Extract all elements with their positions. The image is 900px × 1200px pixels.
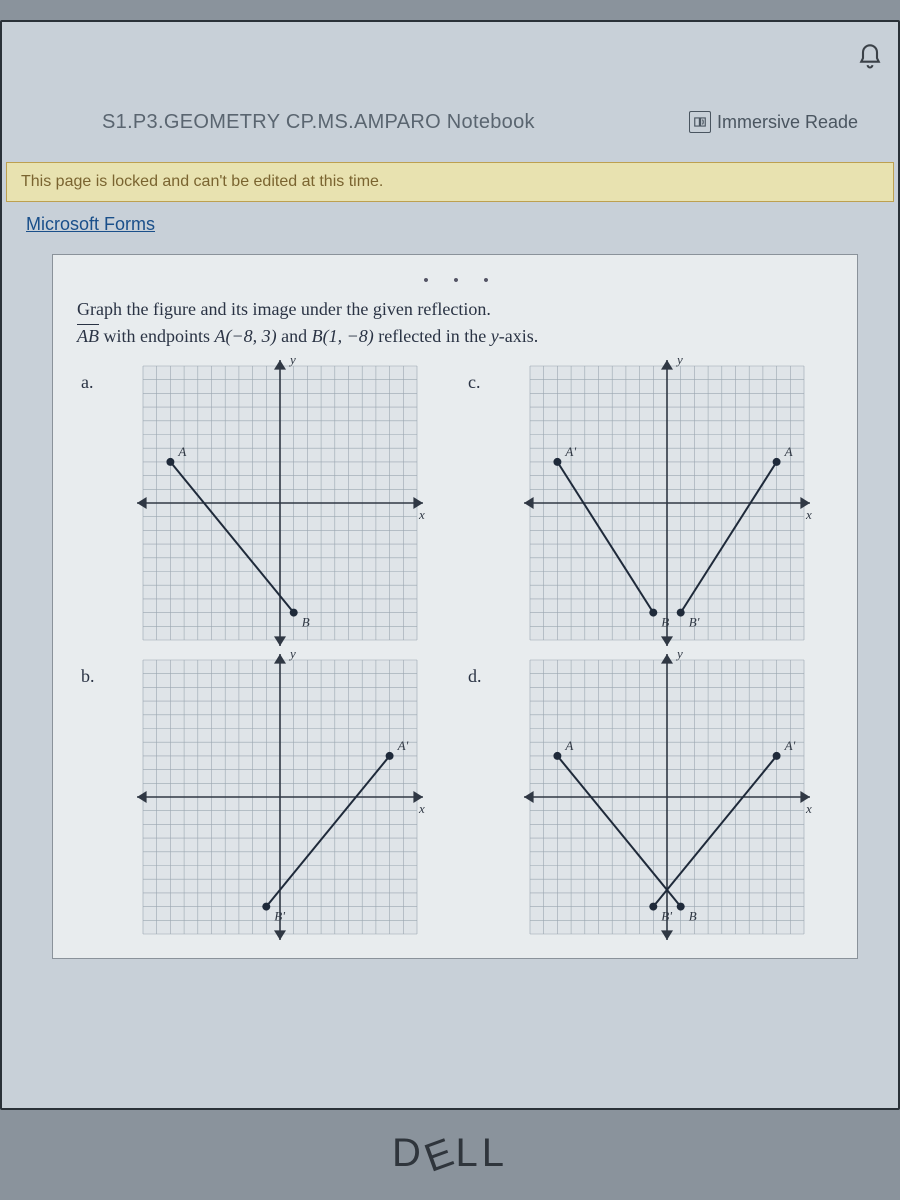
svg-text:B: B: [301, 615, 309, 630]
q-post: reflected in the: [374, 326, 491, 346]
svg-text:y: y: [675, 358, 683, 367]
segment-ab-label: AB: [77, 326, 99, 346]
locked-banner-text: This page is locked and can't be edited …: [21, 173, 383, 191]
graph-a: y x A B: [105, 358, 454, 648]
svg-text:A: A: [564, 738, 573, 753]
screen-viewport: S1.P3.GEOMETRY CP.MS.AMPARO Notebook Imm…: [0, 20, 900, 1110]
q-pre: with endpoints: [99, 326, 215, 346]
choice-b-label: b.: [81, 666, 95, 687]
notifications-icon[interactable]: [856, 43, 884, 71]
svg-text:A': A': [396, 738, 408, 753]
microsoft-forms-link[interactable]: Microsoft Forms: [26, 214, 155, 235]
choice-b[interactable]: b. y x A' B': [77, 652, 454, 942]
svg-text:B: B: [661, 615, 669, 630]
q-end: -axis.: [499, 326, 539, 346]
page-header: S1.P3.GEOMETRY CP.MS.AMPARO Notebook Imm…: [2, 92, 898, 152]
page-title: S1.P3.GEOMETRY CP.MS.AMPARO Notebook: [102, 111, 689, 134]
svg-text:A': A': [564, 444, 576, 459]
svg-text:x: x: [418, 507, 425, 522]
svg-text:B': B': [274, 909, 285, 924]
svg-text:y: y: [288, 652, 296, 661]
question-line1: Graph the figure and its image under the…: [77, 299, 491, 319]
svg-text:B': B': [688, 615, 699, 630]
choice-a[interactable]: a. y x A B: [77, 358, 454, 648]
choice-d-label: d.: [468, 666, 482, 687]
choice-a-label: a.: [81, 372, 94, 393]
svg-text:x: x: [418, 801, 425, 816]
question-text: Graph the figure and its image under the…: [77, 296, 841, 350]
graph-d: y x A B A' B': [492, 652, 841, 942]
graph-c: y x A' B A B': [492, 358, 841, 648]
svg-text:x: x: [805, 801, 812, 816]
top-toolbar: [2, 22, 898, 92]
worksheet-panel: • • • Graph the figure and its image und…: [52, 254, 858, 959]
graph-b: y x A' B': [105, 652, 454, 942]
immersive-reader-label: Immersive Reade: [717, 112, 858, 133]
svg-text:y: y: [675, 652, 683, 661]
svg-text:B': B': [661, 909, 672, 924]
choice-c[interactable]: c. y x A' B A B': [464, 358, 841, 648]
point-a: A(−8, 3): [215, 326, 277, 346]
immersive-reader-icon: [689, 111, 711, 133]
q-mid: and: [277, 326, 312, 346]
choice-c-label: c.: [468, 372, 481, 393]
choice-d[interactable]: d. y x A B A' B': [464, 652, 841, 942]
svg-text:A: A: [783, 444, 792, 459]
svg-text:A': A': [783, 738, 795, 753]
axis-letter: y: [491, 326, 499, 346]
point-b: B(1, −8): [312, 326, 374, 346]
svg-text:B: B: [688, 909, 696, 924]
svg-text:y: y: [288, 358, 296, 367]
locked-banner: This page is locked and can't be edited …: [6, 162, 894, 202]
immersive-reader-button[interactable]: Immersive Reade: [689, 111, 858, 133]
answer-choices: a. y x A B c. y x A' B A B' b. y x A' B' d. y x A B A' B…: [77, 358, 841, 942]
svg-text:A: A: [177, 444, 186, 459]
laptop-brand-logo: DELL: [0, 1131, 900, 1176]
svg-text:x: x: [805, 507, 812, 522]
ellipsis-icon: • • •: [77, 273, 841, 290]
